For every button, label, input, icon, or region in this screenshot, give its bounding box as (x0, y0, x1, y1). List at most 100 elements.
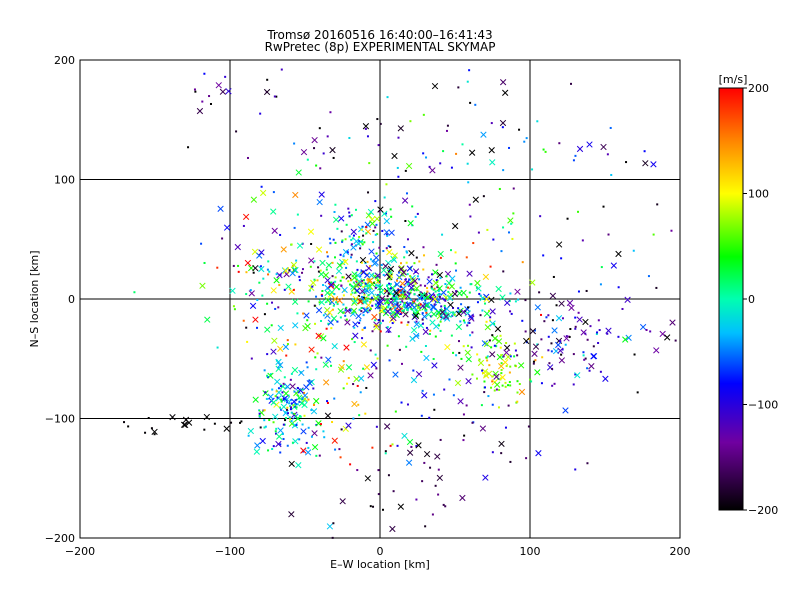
scatter-point-dot (310, 242, 313, 245)
scatter-point-dot (271, 388, 274, 391)
scatter-point-dot (599, 283, 602, 286)
scatter-point-dot (232, 264, 235, 267)
scatter-point-x (415, 371, 423, 378)
scatter-point-x (650, 161, 657, 168)
scatter-point-x (434, 453, 441, 460)
scatter-point-dot (645, 328, 648, 331)
scatter-point-x (413, 285, 420, 292)
scatter-point-dot (216, 266, 219, 269)
scatter-point-dot (321, 290, 324, 293)
scatter-point-dot (256, 326, 259, 329)
scatter-point-dot (483, 375, 486, 378)
scatter-point-dot (367, 279, 370, 282)
colorbar-label: [m/s] (719, 73, 748, 86)
scatter-point-dot (407, 297, 410, 300)
scatter-point-x (306, 379, 313, 387)
scatter-point-dot (341, 239, 344, 242)
scatter-point-dot (284, 411, 287, 414)
scatter-point-dot (400, 401, 403, 404)
scatter-point-dot (412, 287, 415, 290)
scatter-point-dot (656, 203, 659, 206)
scatter-point-dot (531, 168, 534, 171)
scatter-point-dot (470, 283, 473, 286)
scatter-point-dot (504, 426, 507, 429)
scatter-point-dot (351, 338, 354, 341)
scatter-point-dot (363, 241, 366, 244)
scatter-point-dot (393, 295, 396, 298)
scatter-point-dot (448, 378, 451, 381)
scatter-point-dot (259, 426, 262, 429)
scatter-point-dot (298, 438, 301, 441)
scatter-point-x (495, 338, 503, 345)
scatter-point-x (610, 262, 617, 269)
scatter-point-x (351, 400, 358, 408)
scatter-point-dot (450, 334, 453, 337)
scatter-point-dot (438, 292, 441, 295)
scatter-point-dot (343, 259, 346, 262)
scatter-point-x (350, 228, 357, 235)
scatter-point-dot (272, 421, 275, 424)
scatter-point-dot (516, 354, 519, 357)
scatter-point-dot (224, 75, 227, 78)
scatter-point-dot (335, 301, 338, 304)
scatter-point-x (551, 327, 558, 334)
scatter-point-dot (534, 359, 537, 362)
scatter-point-x (248, 290, 255, 297)
scatter-point-dot (341, 276, 344, 279)
scatter-point-dot (127, 425, 130, 428)
scatter-point-dot (265, 397, 268, 400)
scatter-point-dot (318, 454, 321, 457)
scatter-point-dot (313, 260, 316, 263)
scatter-point-dot (317, 270, 320, 273)
scatter-point-dot (561, 348, 564, 351)
scatter-point-dot (406, 238, 409, 241)
scatter-point-dot (467, 321, 470, 324)
scatter-point-dot (432, 357, 435, 360)
scatter-point-x (325, 356, 332, 363)
scatter-point-dot (582, 351, 585, 354)
scatter-point-dot (428, 165, 431, 168)
scatter-point-x (457, 364, 464, 371)
scatter-point-dot (397, 271, 400, 274)
scatter-point-dot (386, 295, 389, 298)
scatter-point-dot (418, 260, 421, 263)
scatter-point-dot (307, 398, 310, 401)
scatter-point-dot (439, 320, 442, 323)
scatter-point-dot (510, 312, 513, 315)
scatter-point-x (529, 279, 536, 286)
scatter-point-dot (551, 319, 554, 322)
scatter-point-dot (268, 270, 271, 273)
scatter-point-dot (424, 296, 427, 299)
scatter-point-dot (670, 229, 673, 232)
scatter-point-dot (509, 355, 512, 358)
scatter-point-dot (453, 313, 456, 316)
scatter-point-dot (342, 387, 345, 390)
scatter-point-dot (465, 256, 468, 259)
scatter-point-dot (455, 269, 458, 272)
scatter-point-x (481, 340, 489, 347)
scatter-point-dot (443, 304, 446, 307)
scatter-point-dot (387, 474, 390, 477)
scatter-point-dot (468, 203, 471, 206)
scatter-point-dot (570, 82, 573, 85)
scatter-point-dot (350, 243, 353, 246)
scatter-point-x (459, 494, 466, 502)
scatter-point-dot (396, 279, 399, 282)
scatter-point-x (399, 280, 406, 287)
scatter-point-dot (471, 373, 474, 376)
scatter-point-dot (282, 382, 285, 385)
scatter-point-x (315, 332, 322, 339)
scatter-point-x (426, 278, 433, 285)
scatter-point-dot (237, 270, 240, 273)
scatter-point-dot (584, 357, 587, 360)
scatter-point-dot (395, 283, 398, 286)
scatter-point-dot (284, 419, 287, 422)
scatter-point-dot (294, 402, 297, 405)
scatter-point-dot (574, 154, 577, 157)
scatter-point-dot (289, 418, 292, 421)
scatter-point-dot (330, 281, 333, 284)
scatter-point-dot (414, 308, 417, 311)
scatter-point-dot (406, 273, 409, 276)
scatter-point-dot (574, 316, 577, 319)
scatter-point-dot (306, 319, 309, 322)
